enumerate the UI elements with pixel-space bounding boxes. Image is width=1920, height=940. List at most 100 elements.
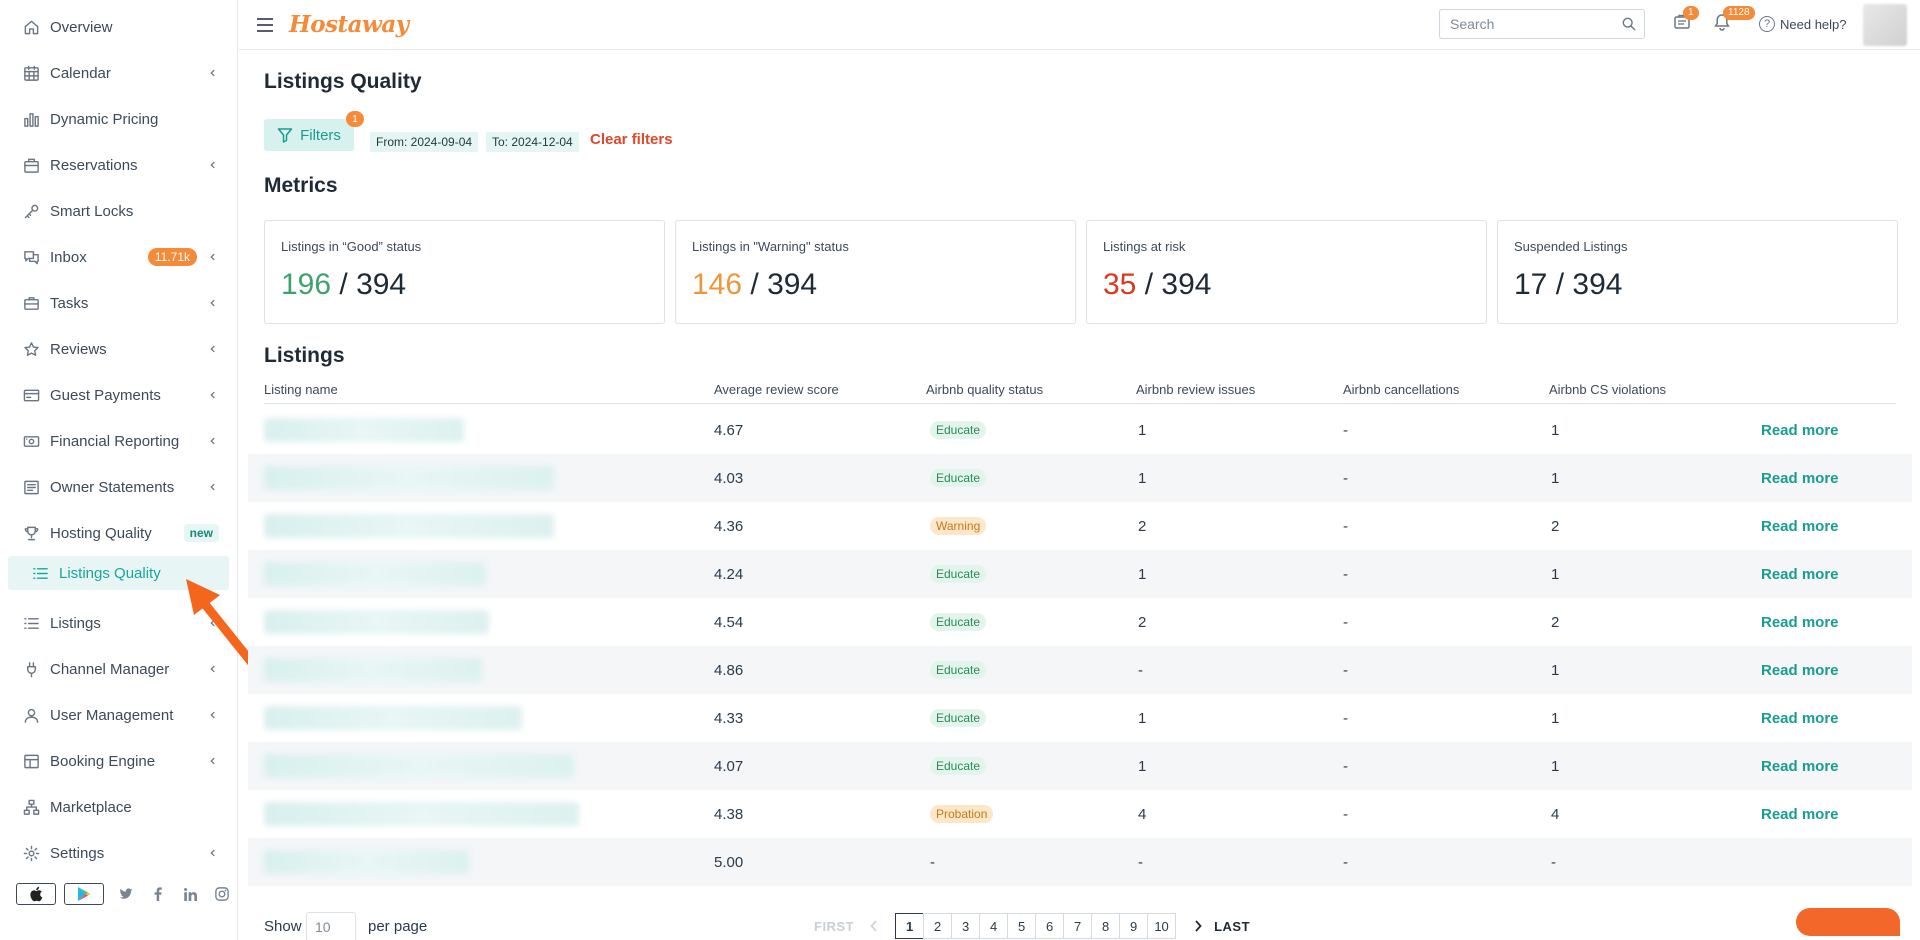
page-number-button[interactable]: 2 — [923, 913, 953, 939]
sidebar-item-tasks[interactable]: Tasks — [0, 280, 237, 326]
prev-page-icon[interactable] — [870, 920, 878, 932]
column-header[interactable]: Airbnb review issues — [1136, 382, 1256, 397]
sidebar-item-dynamic-pricing[interactable]: Dynamic Pricing — [0, 96, 237, 142]
tasks-icon[interactable]: 1 — [1673, 6, 1699, 37]
menu-toggle-icon[interactable] — [257, 17, 273, 32]
per-page-input[interactable]: 10 — [306, 912, 356, 940]
next-page-icon[interactable] — [1194, 920, 1202, 932]
sidebar-item-user-management[interactable]: User Management — [0, 692, 237, 738]
listing-name-redacted[interactable] — [264, 802, 579, 826]
column-header[interactable]: Airbnb CS violations — [1549, 382, 1667, 397]
chevron-left-icon[interactable] — [207, 847, 219, 859]
page-number-button[interactable]: 8 — [1091, 913, 1121, 939]
search-icon[interactable] — [1622, 17, 1636, 34]
column-header[interactable]: Airbnb quality status — [926, 382, 1044, 397]
listing-name-redacted[interactable] — [264, 706, 522, 730]
google-play-button[interactable] — [64, 883, 104, 905]
chevron-left-icon[interactable] — [207, 435, 219, 447]
chevron-left-icon[interactable] — [207, 617, 219, 629]
listing-name-redacted[interactable] — [264, 418, 464, 442]
chat-widget-button[interactable] — [1796, 908, 1900, 936]
chevron-left-icon[interactable] — [207, 343, 219, 355]
table-row[interactable]: 5.00 - - - - — [248, 838, 1912, 886]
table-row[interactable]: 4.03 Educate 1 - 1 Read more — [248, 454, 1912, 502]
listing-name-redacted[interactable] — [264, 562, 486, 586]
chevron-left-icon[interactable] — [207, 297, 219, 309]
sidebar-subitem-listings-quality[interactable]: Listings Quality — [8, 556, 229, 590]
page-number-button[interactable]: 9 — [1119, 913, 1149, 939]
page-number-button[interactable]: 10 — [1147, 913, 1177, 939]
sidebar-item-channel-manager[interactable]: Channel Manager — [0, 646, 237, 692]
read-more-link[interactable]: Read more — [1761, 710, 1839, 727]
page-number-button[interactable]: 4 — [979, 913, 1009, 939]
sidebar-item-guest-payments[interactable]: Guest Payments — [0, 372, 237, 418]
chevron-left-icon[interactable] — [207, 251, 219, 263]
sidebar-item-reservations[interactable]: Reservations — [0, 142, 237, 188]
sidebar-item-smart-locks[interactable]: Smart Locks — [0, 188, 237, 234]
sidebar-item-marketplace[interactable]: Marketplace — [0, 784, 237, 830]
listing-name-redacted[interactable] — [264, 466, 554, 490]
column-header[interactable]: Listing name — [264, 382, 338, 397]
page-number-button[interactable]: 1 — [895, 913, 925, 939]
chevron-left-icon[interactable] — [207, 159, 219, 171]
table-row[interactable]: 4.07 Educate 1 - 1 Read more — [248, 742, 1912, 790]
table-row[interactable]: 4.36 Warning 2 - 2 Read more — [248, 502, 1912, 550]
table-row[interactable]: 4.54 Educate 2 - 2 Read more — [248, 598, 1912, 646]
read-more-link[interactable]: Read more — [1761, 758, 1839, 775]
app-store-button[interactable] — [16, 883, 56, 905]
last-page-link[interactable]: LAST — [1214, 918, 1251, 934]
search-input[interactable]: Search — [1439, 9, 1645, 39]
listing-name-redacted[interactable] — [264, 850, 469, 874]
table-row[interactable]: 4.24 Educate 1 - 1 Read more — [248, 550, 1912, 598]
clear-filters-link[interactable]: Clear filters — [590, 131, 673, 148]
sidebar-item-financial-reporting[interactable]: Financial Reporting — [0, 418, 237, 464]
sidebar-item-hosting-quality[interactable]: Hosting Quality new — [0, 510, 237, 556]
chevron-left-icon[interactable] — [207, 663, 219, 675]
sidebar-item-settings[interactable]: Settings — [0, 830, 237, 876]
sidebar-item-overview[interactable]: Overview — [0, 4, 237, 50]
read-more-link[interactable]: Read more — [1761, 566, 1839, 583]
listing-name-redacted[interactable] — [264, 754, 574, 778]
chevron-left-icon[interactable] — [207, 67, 219, 79]
facebook-icon[interactable] — [148, 884, 168, 904]
chevron-left-icon[interactable] — [207, 389, 219, 401]
table-row[interactable]: 4.67 Educate 1 - 1 Read more — [248, 406, 1912, 454]
chevron-left-icon[interactable] — [207, 481, 219, 493]
linkedin-icon[interactable] — [180, 884, 200, 904]
read-more-link[interactable]: Read more — [1761, 806, 1839, 823]
read-more-link[interactable]: Read more — [1761, 422, 1839, 439]
page-number-button[interactable]: 5 — [1007, 913, 1037, 939]
column-header[interactable]: Airbnb cancellations — [1343, 382, 1460, 397]
read-more-link[interactable]: Read more — [1761, 614, 1839, 631]
sidebar-item-inbox[interactable]: Inbox 11.71k — [0, 234, 237, 280]
table-row[interactable]: 4.33 Educate 1 - 1 Read more — [248, 694, 1912, 742]
read-more-link[interactable]: Read more — [1761, 662, 1839, 679]
listing-name-redacted[interactable] — [264, 610, 489, 634]
sidebar-item-booking-engine[interactable]: Booking Engine — [0, 738, 237, 784]
read-more-link[interactable]: Read more — [1761, 518, 1839, 535]
need-help-link[interactable]: ? Need help? — [1759, 16, 1847, 32]
filter-chip-to[interactable]: To: 2024-12-04 — [486, 132, 579, 152]
listing-name-redacted[interactable] — [264, 658, 482, 682]
sidebar-item-listings[interactable]: Listings — [0, 600, 237, 646]
instagram-icon[interactable] — [212, 884, 232, 904]
brand-logo[interactable]: Hostaway — [289, 11, 409, 38]
listing-name-redacted[interactable] — [264, 514, 554, 538]
chevron-left-icon[interactable] — [207, 709, 219, 721]
page-number-button[interactable]: 6 — [1035, 913, 1065, 939]
notifications-bell-icon[interactable]: 1128 — [1713, 6, 1755, 37]
page-number-button[interactable]: 3 — [951, 913, 981, 939]
filter-chip-from[interactable]: From: 2024-09-04 — [370, 132, 479, 152]
column-header[interactable]: Average review score — [714, 382, 839, 397]
read-more-link[interactable]: Read more — [1761, 470, 1839, 487]
chevron-left-icon[interactable] — [207, 755, 219, 767]
first-page-link[interactable]: FIRST — [814, 918, 855, 934]
table-row[interactable]: 4.86 Educate - - 1 Read more — [248, 646, 1912, 694]
sidebar-item-owner-statements[interactable]: Owner Statements — [0, 464, 237, 510]
filters-button[interactable]: Filters 1 — [264, 111, 364, 151]
sidebar-item-calendar[interactable]: Calendar — [0, 50, 237, 96]
table-row[interactable]: 4.38 Probation 4 - 4 Read more — [248, 790, 1912, 838]
sidebar-item-reviews[interactable]: Reviews — [0, 326, 237, 372]
page-number-button[interactable]: 7 — [1063, 913, 1093, 939]
twitter-icon[interactable] — [116, 884, 136, 904]
